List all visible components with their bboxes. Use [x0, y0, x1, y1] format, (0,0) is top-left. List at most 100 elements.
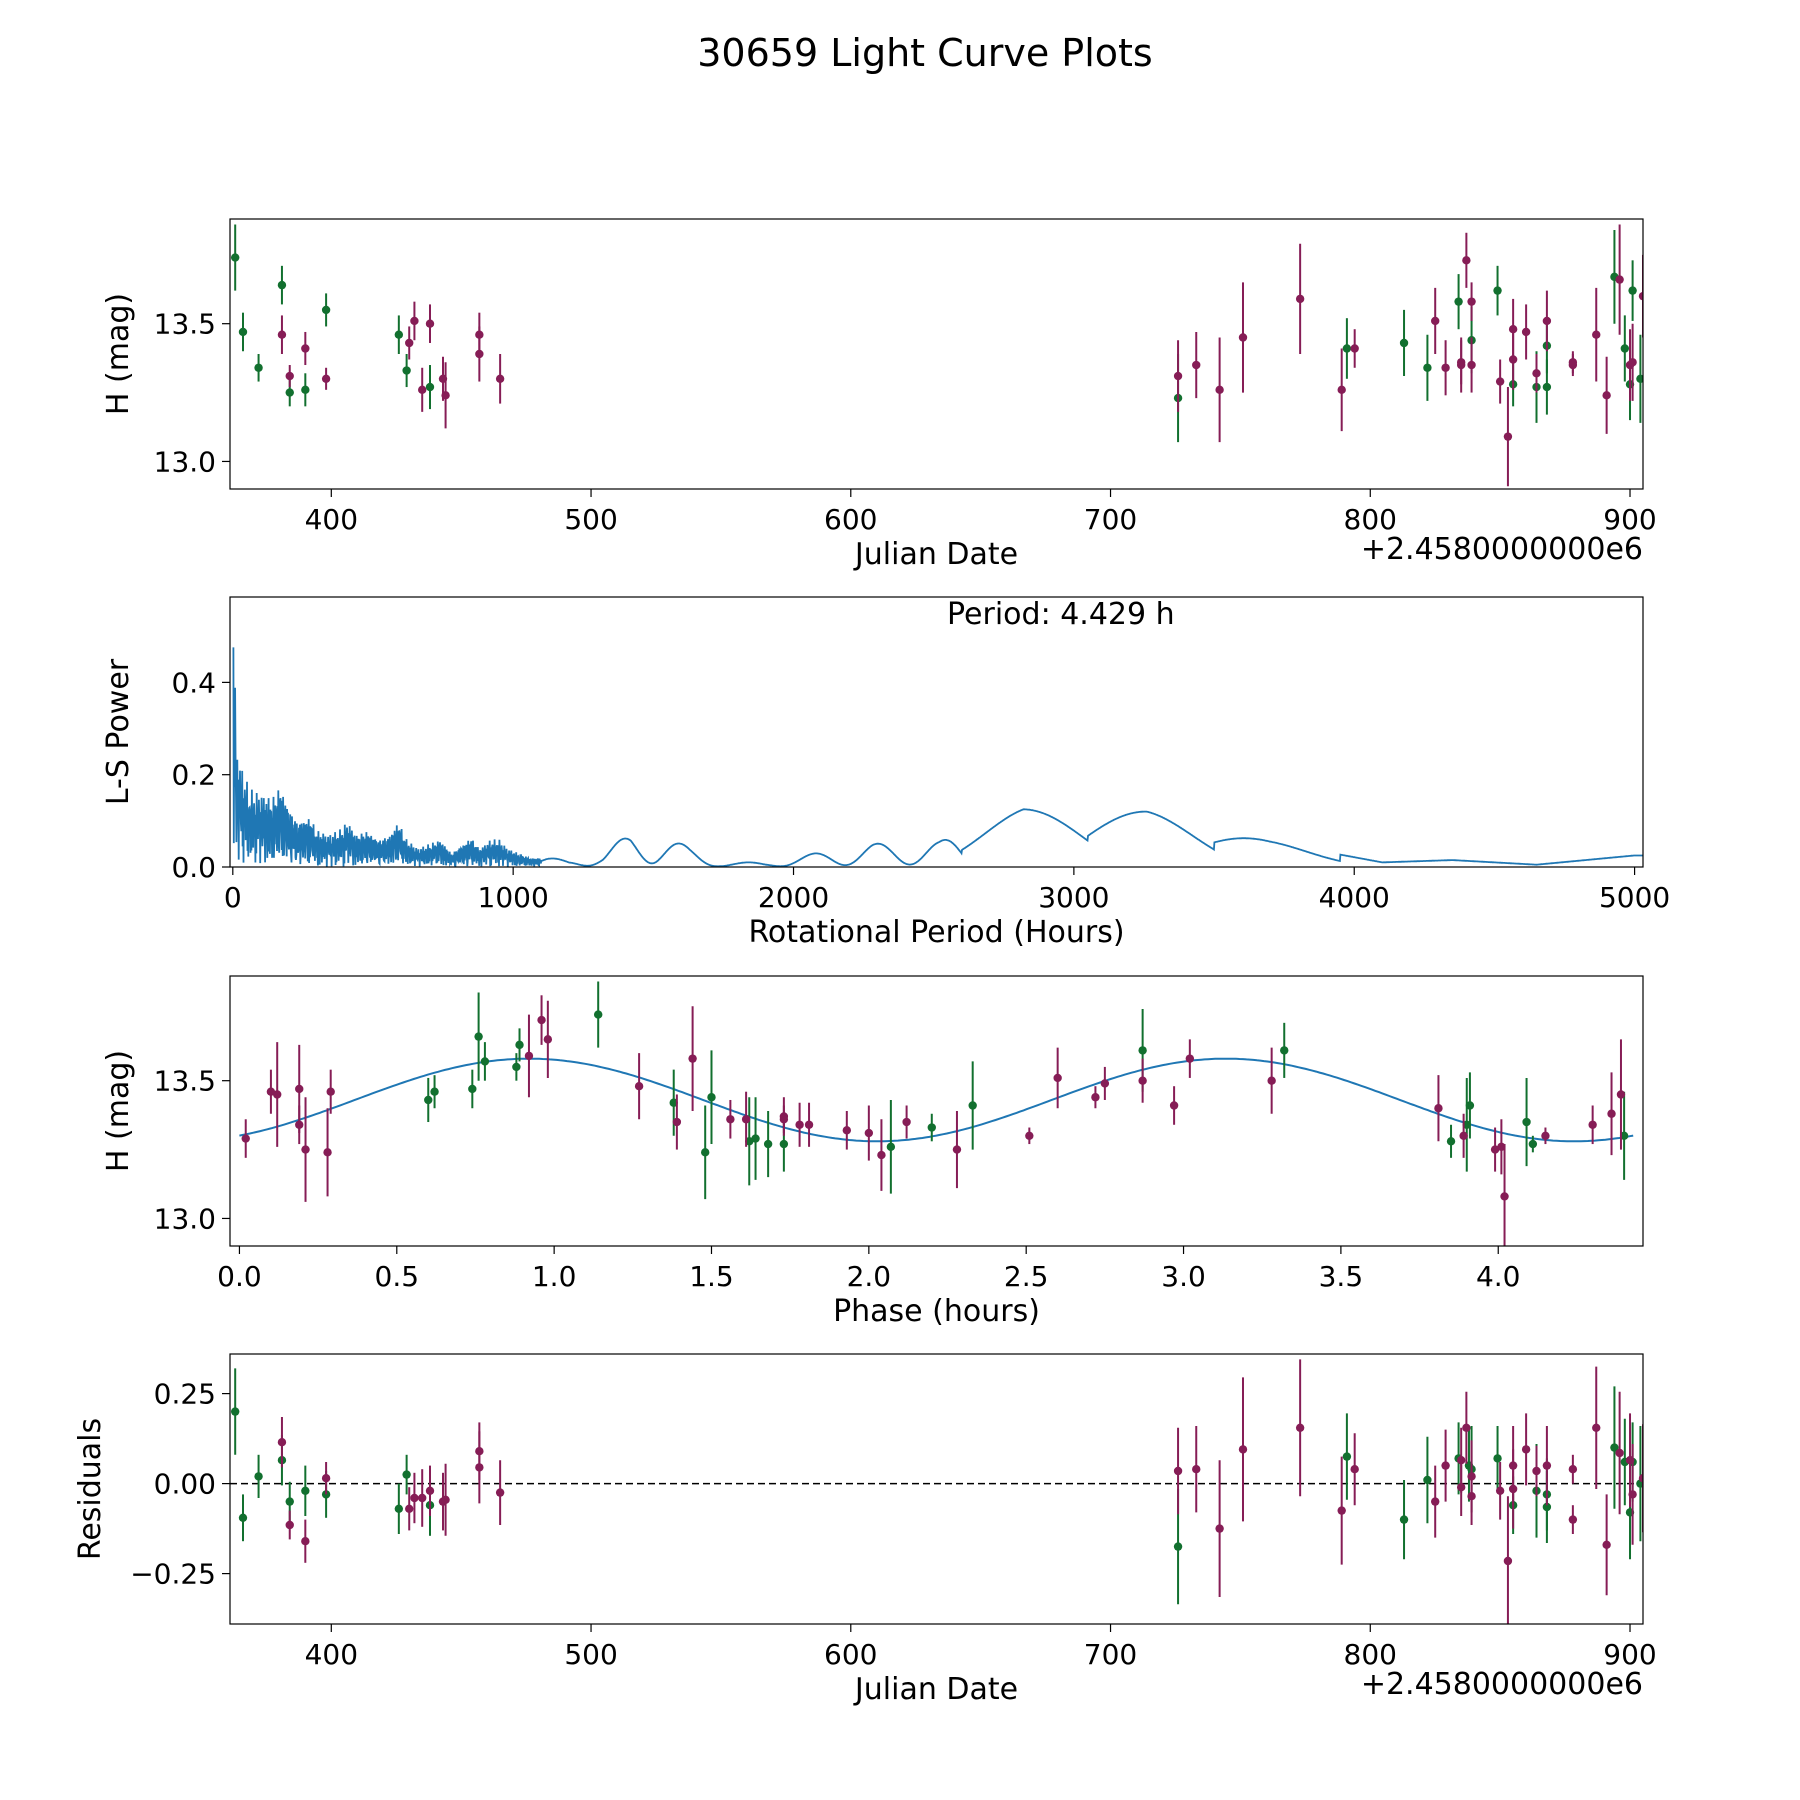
green-data-point: [230, 253, 240, 262]
purple-data-point: [1568, 1465, 1578, 1474]
x-tick-label: 500: [564, 503, 617, 536]
purple-data-point: [1490, 1145, 1500, 1154]
green-data-point: [480, 1057, 490, 1066]
x-tick-label: 3.5: [1319, 1260, 1364, 1293]
purple-data-point: [425, 319, 435, 328]
purple-data-point: [1138, 1076, 1147, 1085]
green-data-point: [1610, 1443, 1619, 1452]
green-data-point: [1446, 1137, 1456, 1146]
green-data-point: [474, 1032, 483, 1041]
green-data-point: [430, 1087, 439, 1096]
purple-data-point: [475, 349, 484, 359]
green-data-point: [1493, 286, 1502, 295]
purple-data-point: [952, 1145, 962, 1154]
purple-data-point: [1215, 385, 1224, 395]
purple-data-point: [1602, 391, 1611, 400]
purple-data-point: [323, 1148, 332, 1157]
green-data-point: [1542, 382, 1552, 392]
purple-data-point: [1173, 1466, 1183, 1476]
green-data-point: [301, 1486, 310, 1496]
purple-data-point: [1542, 1461, 1552, 1470]
x-tick-label: 700: [1084, 1638, 1137, 1671]
purple-data-point: [495, 1488, 505, 1497]
purple-data-point: [537, 1015, 546, 1025]
purple-data-point: [410, 1493, 419, 1503]
purple-data-point: [1588, 1120, 1597, 1129]
purple-data-point: [634, 1082, 644, 1091]
purple-data-point: [1025, 1131, 1034, 1140]
plot-area: [239, 981, 1634, 1246]
green-data-point: [669, 1098, 678, 1107]
purple-data-point: [1238, 333, 1248, 342]
purple-data-point: [285, 1520, 294, 1530]
purple-data-point: [266, 1087, 276, 1096]
purple-data-point: [1532, 1466, 1541, 1476]
purple-data-point: [1467, 1472, 1476, 1481]
purple-data-point: [1337, 1506, 1346, 1515]
x-tick-label: 700: [1084, 503, 1137, 536]
green-data-point: [927, 1123, 936, 1132]
purple-data-point: [1541, 1131, 1550, 1140]
purple-data-point: [1628, 1490, 1637, 1499]
green-data-point: [321, 305, 331, 315]
green-data-point: [1423, 363, 1432, 372]
green-data-point: [1619, 1131, 1629, 1140]
purple-data-point: [410, 316, 419, 326]
x-tick-label: 400: [305, 1638, 358, 1671]
plot-area: [230, 1359, 1643, 1624]
purple-data-point: [779, 1115, 789, 1124]
purple-data-point: [1607, 1109, 1616, 1118]
purple-data-point: [405, 1504, 414, 1514]
purple-data-point: [804, 1120, 814, 1129]
axes-frame: [229, 596, 1644, 868]
x-tick-label: 1.0: [532, 1260, 577, 1293]
green-data-point: [238, 1513, 248, 1523]
green-data-point: [1399, 338, 1409, 348]
purple-data-point: [688, 1054, 697, 1063]
purple-data-point: [1508, 1484, 1518, 1494]
purple-data-point: [1467, 297, 1476, 306]
x-tick-label: 3000: [1038, 881, 1109, 914]
y-tick-label: 0.2: [171, 759, 216, 792]
purple-data-point: [1267, 1076, 1276, 1085]
x-tick-label: 5000: [1599, 881, 1670, 914]
green-data-point: [968, 1101, 977, 1110]
green-data-point: [1628, 286, 1637, 295]
x-tick-label: 800: [1344, 503, 1397, 536]
green-data-point: [277, 280, 287, 290]
purple-data-point: [418, 1493, 427, 1503]
purple-data-point: [1602, 1540, 1611, 1550]
x-offset-label: +2.4580000000e6: [1361, 1667, 1643, 1702]
purple-data-point: [1628, 358, 1637, 367]
plot-area: [232, 647, 1643, 867]
x-tick-label: 1000: [478, 881, 549, 914]
purple-data-point: [1542, 316, 1552, 326]
purple-data-point: [1532, 369, 1541, 378]
green-data-point: [1462, 1120, 1471, 1129]
x-tick-label: 4.0: [1476, 1260, 1521, 1293]
purple-data-point: [441, 1495, 450, 1505]
purple-data-point: [475, 1463, 484, 1472]
purple-data-point: [1503, 1556, 1513, 1566]
purple-data-point: [1441, 363, 1450, 372]
green-data-point: [1636, 374, 1643, 383]
purple-data-point: [1053, 1073, 1062, 1083]
axes-frame: [229, 975, 1644, 1247]
purple-data-point: [1467, 360, 1476, 370]
purple-data-point: [301, 344, 310, 353]
purple-data-point: [1615, 1448, 1624, 1458]
purple-data-point: [1441, 1461, 1450, 1470]
purple-data-point: [301, 1145, 310, 1154]
purple-data-point: [1350, 344, 1359, 353]
green-data-point: [402, 366, 411, 375]
green-data-point: [745, 1137, 754, 1146]
green-data-point: [1138, 1046, 1147, 1055]
green-data-point: [700, 1148, 710, 1157]
x-tick-label: 500: [564, 1638, 617, 1671]
purple-data-point: [1169, 1101, 1179, 1110]
purple-data-point: [1495, 377, 1505, 386]
green-data-point: [321, 1490, 331, 1499]
green-data-point: [1342, 344, 1352, 353]
y-axis-label: H (mag): [101, 293, 136, 415]
